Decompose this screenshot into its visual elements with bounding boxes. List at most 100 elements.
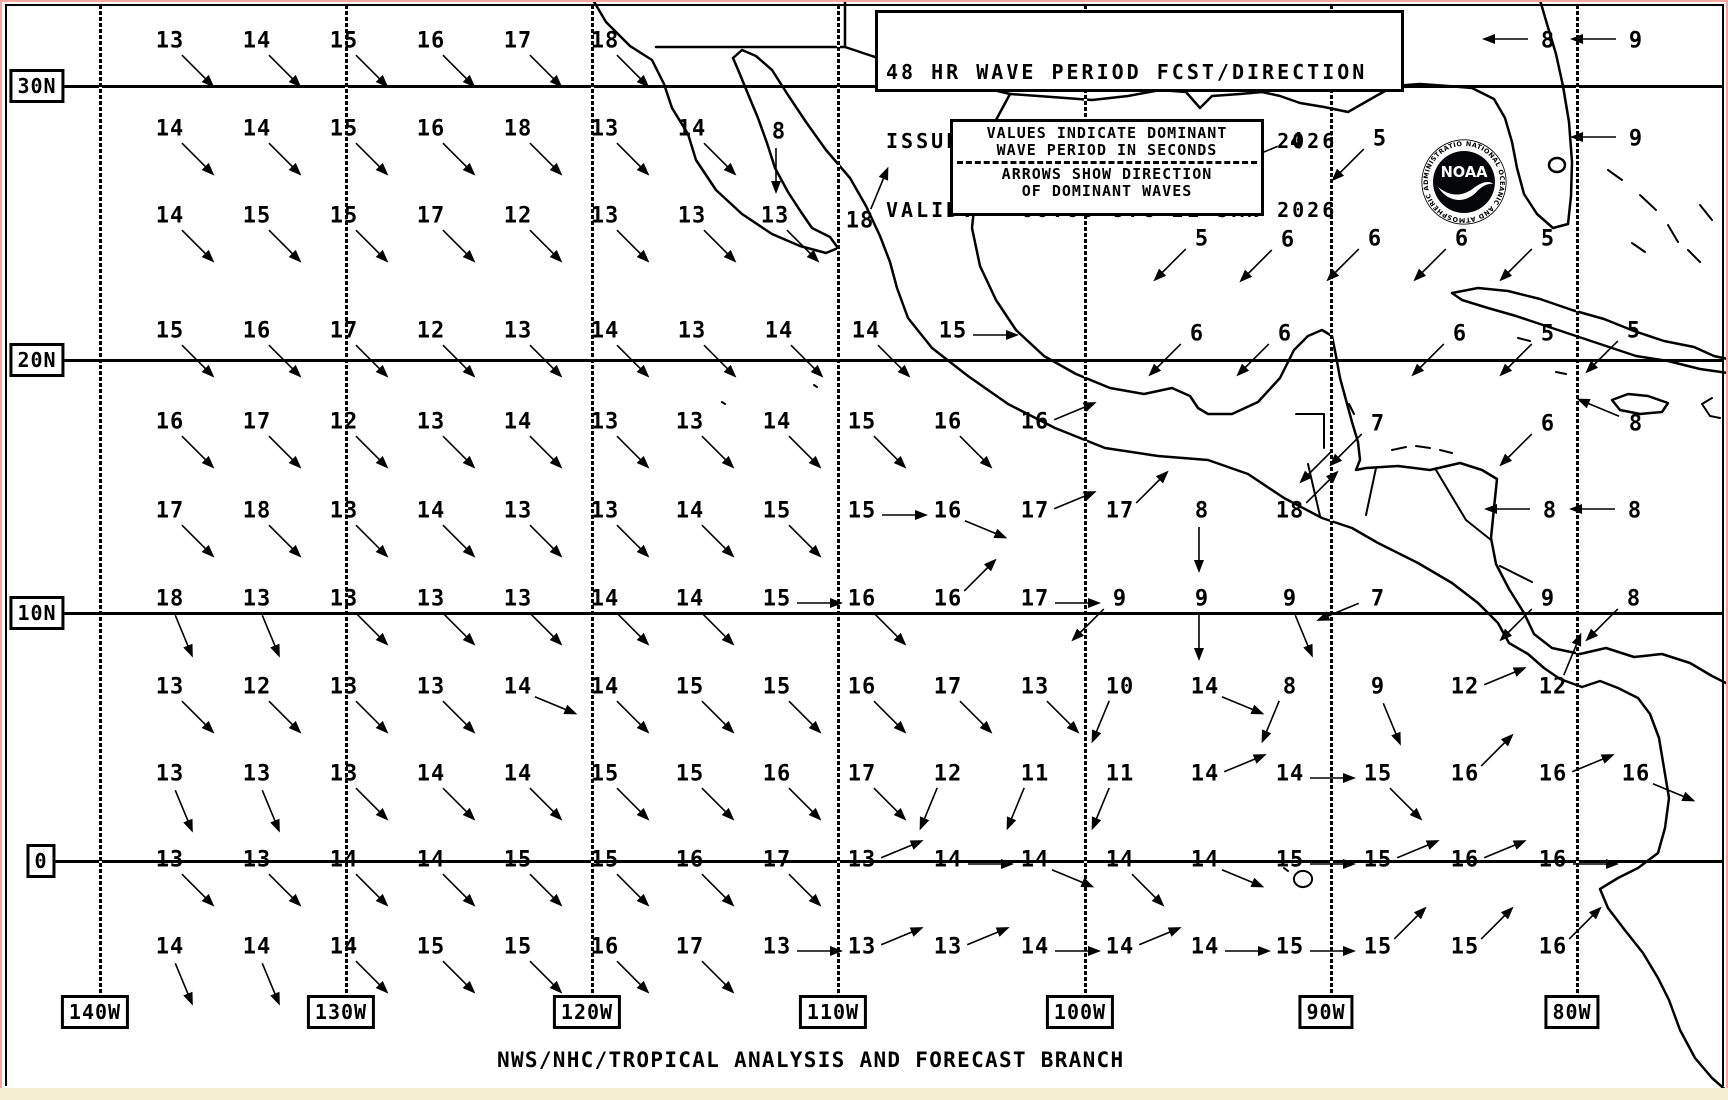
- islands-galapagos: [1283, 867, 1314, 888]
- footer-branch-label: NWS/NHC/TROPICAL ANALYSIS AND FORECAST B…: [497, 1048, 1125, 1072]
- wave-period-value: 15: [675, 674, 705, 700]
- legend-box: VALUES INDICATE DOMINANT WAVE PERIOD IN …: [950, 119, 1264, 216]
- wave-direction-arrow-se: [615, 223, 656, 264]
- wave-direction-arrow-se: [180, 867, 221, 908]
- wave-period-value: 11: [1105, 761, 1135, 787]
- wave-period-value: 14: [329, 847, 359, 873]
- wave-direction-arrow-ene: [878, 919, 925, 948]
- wave-period-value: 14: [242, 116, 272, 142]
- wave-period-value: 13: [242, 847, 272, 873]
- legend-divider: [957, 161, 1257, 164]
- wave-period-value: 14: [416, 761, 446, 787]
- wave-direction-arrow-se: [787, 429, 828, 470]
- wave-direction-arrow-e: [882, 506, 928, 520]
- wave-direction-arrow-s: [771, 148, 785, 194]
- wave-period-value: 13: [847, 934, 877, 960]
- wave-direction-arrow-se: [700, 954, 741, 995]
- wave-direction-arrow-se: [700, 429, 741, 470]
- wave-direction-arrow-sw: [1497, 246, 1538, 287]
- wave-direction-arrow-se: [180, 223, 221, 264]
- wave-period-value: 8: [1540, 28, 1556, 54]
- wave-period-value: 16: [590, 934, 620, 960]
- wave-direction-arrow-nne: [862, 163, 891, 210]
- wave-period-value: 14: [155, 934, 185, 960]
- wave-period-value: 15: [329, 203, 359, 229]
- wave-direction-arrow-se: [267, 338, 308, 379]
- wave-direction-arrow-ne: [1300, 465, 1341, 506]
- wave-direction-arrow-ne: [1563, 901, 1604, 942]
- wave-direction-arrow-se: [354, 867, 395, 908]
- wave-period-value: 14: [677, 116, 707, 142]
- wave-direction-arrow-se: [615, 518, 656, 559]
- wave-direction-arrow-ssw: [917, 787, 946, 834]
- legend-line-1: VALUES INDICATE DOMINANT: [986, 124, 1228, 142]
- wave-direction-arrow-se: [528, 518, 569, 559]
- wave-period-value: 6: [1454, 226, 1470, 252]
- wave-period-value: 17: [933, 674, 963, 700]
- wave-period-value: 9: [1628, 126, 1644, 152]
- wave-period-value: 14: [329, 934, 359, 960]
- title-box: 48 HR WAVE PERIOD FCST/DIRECTION ISSUED:…: [875, 10, 1404, 222]
- wave-period-value: 7: [1370, 411, 1386, 437]
- islands-caribbean: [1348, 337, 1721, 454]
- wave-direction-arrow-se: [441, 694, 482, 735]
- wave-direction-arrow-se: [958, 429, 999, 470]
- latitude-label-30N: 30N: [9, 69, 65, 103]
- wave-period-value: 16: [933, 498, 963, 524]
- wave-direction-arrow-ene: [1051, 483, 1098, 512]
- wave-period-value: 13: [675, 409, 705, 435]
- wave-direction-arrow-se: [700, 518, 741, 559]
- wave-period-value: 8: [1542, 498, 1558, 524]
- wave-period-value: 17: [242, 409, 272, 435]
- wave-direction-arrow-ene: [1221, 746, 1268, 775]
- wave-period-value: 5: [1626, 318, 1642, 344]
- wave-direction-arrow-ssw: [1004, 787, 1033, 834]
- wave-direction-arrow-se: [180, 518, 221, 559]
- wave-direction-arrow-se: [958, 694, 999, 735]
- wave-period-value: 14: [1020, 934, 1050, 960]
- wave-direction-arrow-se: [354, 954, 395, 995]
- wave-direction-arrow-s: [1194, 615, 1208, 661]
- wave-period-value: 15: [675, 761, 705, 787]
- wave-direction-arrow-se: [702, 136, 743, 177]
- wave-direction-arrow-ne: [1388, 901, 1429, 942]
- wave-period-value: 14: [1190, 847, 1220, 873]
- wave-period-value: 14: [1105, 934, 1135, 960]
- wave-direction-arrow-se: [700, 867, 741, 908]
- wave-direction-arrow-w: [1569, 504, 1615, 518]
- wave-direction-arrow-sw: [1497, 431, 1538, 472]
- wave-direction-arrow-ssw: [1089, 700, 1118, 747]
- wave-period-value: 13: [155, 761, 185, 787]
- wave-direction-arrow-se: [702, 338, 743, 379]
- longitude-line-80W: [1576, 5, 1579, 993]
- latitude-line-0: [55, 860, 1722, 863]
- wave-direction-arrow-se: [1388, 781, 1429, 822]
- wave-direction-arrow-ene: [1569, 746, 1616, 775]
- wave-direction-arrow-ese: [534, 688, 581, 717]
- wave-period-value: 6: [1540, 411, 1556, 437]
- wave-period-value: 8: [1194, 498, 1210, 524]
- borders-central-america: [1295, 413, 1533, 583]
- wave-direction-arrow-sse: [259, 612, 288, 659]
- wave-period-value: 10: [1105, 674, 1135, 700]
- wave-direction-arrow-se: [789, 338, 830, 379]
- wave-direction-arrow-se: [180, 694, 221, 735]
- wave-period-value: 16: [1538, 847, 1568, 873]
- wave-direction-arrow-ne: [958, 553, 999, 594]
- wave-period-value: 14: [503, 761, 533, 787]
- wave-period-value: 14: [1190, 761, 1220, 787]
- wave-direction-arrow-sse: [172, 960, 201, 1007]
- wave-period-value: 14: [1275, 761, 1305, 787]
- wave-period-value: 15: [416, 934, 446, 960]
- longitude-label-90W: 90W: [1298, 995, 1354, 1029]
- wave-period-value: 16: [1450, 761, 1480, 787]
- wave-direction-arrow-ene: [1136, 919, 1183, 948]
- wave-direction-arrow-sw: [1237, 247, 1278, 288]
- wave-period-value: 14: [1105, 847, 1135, 873]
- wave-period-value: 13: [847, 847, 877, 873]
- wave-period-value: 14: [762, 409, 792, 435]
- wave-period-value: 12: [503, 203, 533, 229]
- wave-direction-arrow-ne: [1475, 901, 1516, 942]
- wave-period-value: 14: [503, 409, 533, 435]
- wave-direction-arrow-ene: [964, 919, 1011, 948]
